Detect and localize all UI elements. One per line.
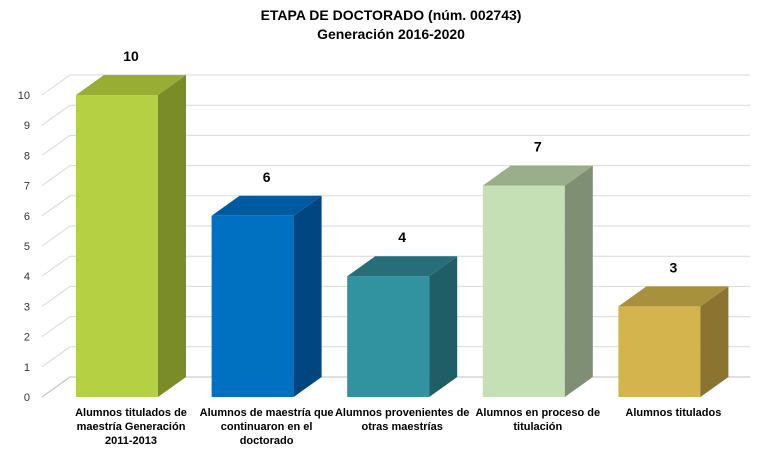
data-labels: 10 6 4 7 3 [123, 48, 677, 275]
data-label: 3 [670, 259, 678, 275]
bar [211, 195, 322, 397]
category-label: Alumnos titulados de maestría Generación… [75, 407, 187, 447]
bar-side [293, 195, 322, 397]
bar-top [76, 75, 186, 95]
chart-subtitle: Generación 2016-2020 [317, 26, 465, 42]
bar-front [211, 215, 294, 397]
data-label: 4 [398, 229, 406, 245]
data-label: 10 [123, 48, 139, 64]
y-tick-label: 5 [24, 241, 30, 253]
y-tick-label: 0 [24, 392, 30, 404]
category-label: Alumnos de maestría que continuaron en e… [199, 407, 334, 447]
y-tick-label: 7 [24, 181, 30, 193]
y-tick-label: 9 [24, 120, 30, 132]
bars [76, 75, 729, 397]
bar-top [618, 286, 729, 307]
data-label: 7 [534, 139, 542, 155]
bar-top [211, 195, 322, 216]
bar-front [347, 276, 430, 397]
y-tick-label: 1 [24, 362, 30, 374]
y-tick-label: 6 [24, 211, 30, 223]
y-tick-label: 2 [24, 332, 30, 344]
bar-side [429, 256, 458, 397]
bar-side [158, 75, 186, 397]
gridline [41, 134, 750, 156]
chart-title: ETAPA DE DOCTORADO (núm. 002743) [261, 7, 522, 23]
bar [618, 286, 729, 397]
y-tick-label: 3 [24, 301, 30, 313]
gridline [41, 104, 750, 126]
data-label: 6 [263, 169, 271, 185]
gridlines [41, 74, 750, 398]
bar [347, 256, 458, 397]
bar-side [700, 286, 729, 397]
bar [482, 165, 593, 397]
category-label: Alumnos en proceso de titulación [475, 407, 601, 433]
bar-top [482, 165, 593, 186]
category-label: Alumnos provenientes de otras maestrías [334, 407, 470, 433]
gridline [41, 74, 750, 96]
y-axis: 0 1 2 3 4 5 6 7 8 9 10 [18, 90, 30, 404]
y-tick-label: 8 [24, 150, 30, 162]
bar-front [76, 95, 158, 397]
bar [76, 75, 186, 397]
category-label: Alumnos titulados [625, 407, 722, 419]
bar-side [564, 165, 593, 397]
y-tick-label: 10 [18, 90, 30, 102]
bar-front [618, 306, 701, 397]
bar-front [482, 185, 565, 397]
y-tick-label: 4 [24, 271, 30, 283]
bar-top [347, 256, 458, 277]
